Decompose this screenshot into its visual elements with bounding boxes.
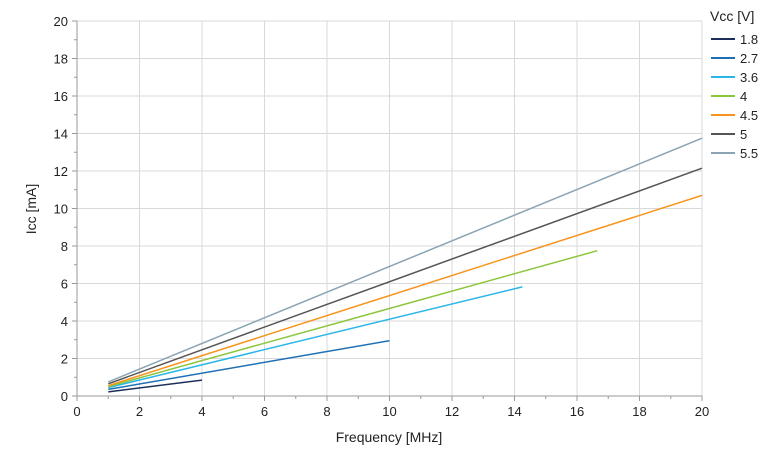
x-tick-label: 14 — [507, 404, 521, 419]
y-tick-label: 0 — [61, 389, 68, 404]
series-line-4 — [108, 249, 598, 388]
legend-title: Vcc [V] — [710, 8, 754, 24]
y-tick-label: 18 — [54, 52, 68, 67]
x-tick-label: 10 — [382, 404, 396, 419]
y-axis-label: Icc [mA] — [23, 184, 39, 235]
legend-label: 5.5 — [740, 146, 758, 161]
series-line-5 — [108, 167, 703, 385]
series-line-5.5 — [108, 137, 703, 383]
y-tick-label: 14 — [54, 127, 68, 142]
axes — [72, 20, 703, 401]
x-tick-label: 18 — [632, 404, 646, 419]
y-tick-label: 12 — [54, 164, 68, 179]
y-tick-label: 6 — [61, 277, 68, 292]
x-tick-label: 8 — [323, 404, 330, 419]
y-tick-label: 16 — [54, 89, 68, 104]
x-tick-label: 16 — [570, 404, 584, 419]
x-tick-label: 0 — [73, 404, 80, 419]
x-tick-label: 2 — [136, 404, 143, 419]
x-tick-label: 12 — [445, 404, 459, 419]
series-lines — [108, 137, 703, 393]
x-tick-label: 20 — [695, 404, 709, 419]
series-line-2.7 — [108, 339, 390, 391]
y-tick-label: 4 — [61, 314, 68, 329]
legend-label: 2.7 — [740, 51, 758, 66]
y-tick-label: 10 — [54, 202, 68, 217]
x-tick-label: 6 — [261, 404, 268, 419]
legend-label: 1.8 — [740, 32, 758, 47]
tick-labels: 0 2 4 6 8 10 12 14 16 18 20 0 2 4 6 8 10 12 14 16 18 20 — [54, 14, 710, 419]
legend-label: 4.5 — [740, 108, 758, 123]
series-line-3.6 — [108, 286, 523, 389]
legend-label: 5 — [740, 127, 747, 142]
x-axis-label: Frequency [MHz] — [336, 429, 443, 445]
grid-lines — [77, 20, 703, 396]
legend: Vcc [V] 1.8 2.7 3.6 4 4.5 5 5.5 — [710, 8, 758, 161]
y-tick-label: 20 — [54, 14, 68, 29]
x-tick-label: 4 — [198, 404, 205, 419]
legend-label: 4 — [740, 89, 747, 104]
legend-label: 3.6 — [740, 70, 758, 85]
y-tick-label: 2 — [61, 352, 68, 367]
y-tick-label: 8 — [61, 239, 68, 254]
series-line-4.5 — [108, 194, 703, 387]
series-line-1.8 — [108, 379, 203, 393]
